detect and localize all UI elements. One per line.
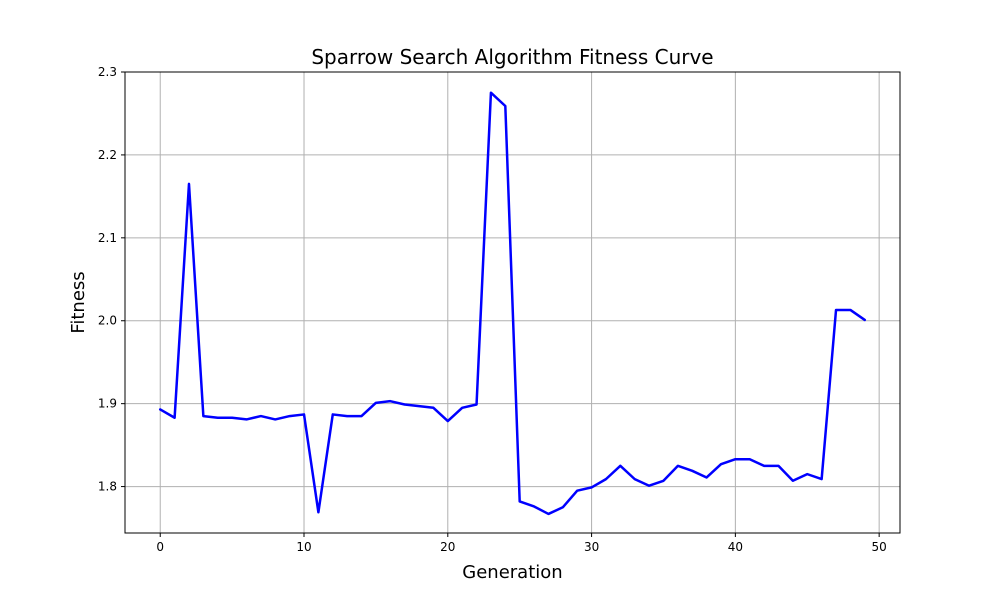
x-tick-label: 30 <box>584 540 599 554</box>
y-tick-label: 2.3 <box>98 65 117 79</box>
fitness-series-line <box>158 91 867 516</box>
x-axis-label: Generation <box>462 562 562 583</box>
x-tick-label: 20 <box>440 540 455 554</box>
y-tick-label: 2.1 <box>98 231 117 245</box>
y-tick-label: 2.0 <box>98 314 117 328</box>
y-tick-label: 1.8 <box>98 480 117 494</box>
plot-frame <box>124 71 901 534</box>
y-tick-label: 2.2 <box>98 148 117 162</box>
x-tick-label: 40 <box>728 540 743 554</box>
x-tick-label: 10 <box>296 540 311 554</box>
y-tick-label: 1.9 <box>98 397 117 411</box>
axis-ticks: 0 10 20 30 40 50 1.8 1.9 2.0 2.1 2.2 2.3 <box>98 65 887 554</box>
x-tick-label: 0 <box>156 540 164 554</box>
x-tick-label: 50 <box>872 540 887 554</box>
chart-title: Sparrow Search Algorithm Fitness Curve <box>311 45 713 69</box>
series-layer <box>158 91 867 516</box>
y-axis-label: Fitness <box>68 271 89 333</box>
